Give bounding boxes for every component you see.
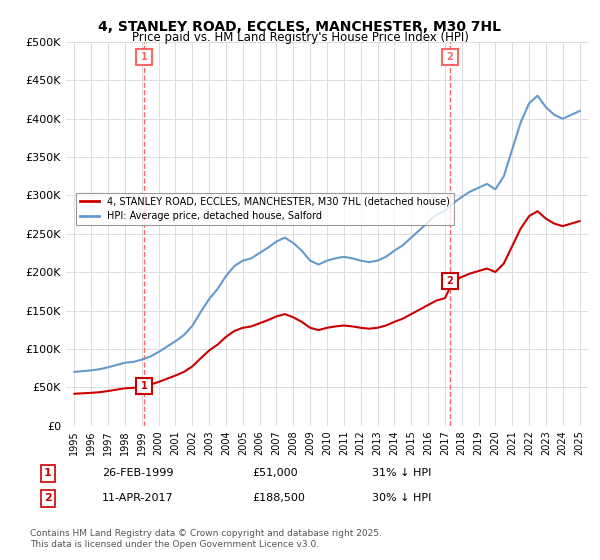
Text: 1: 1 — [44, 468, 52, 478]
Text: 2: 2 — [44, 493, 52, 503]
Text: 1: 1 — [141, 381, 148, 391]
Text: 30% ↓ HPI: 30% ↓ HPI — [372, 493, 431, 503]
Text: 31% ↓ HPI: 31% ↓ HPI — [372, 468, 431, 478]
Text: 1: 1 — [141, 52, 148, 62]
Text: 2: 2 — [446, 52, 453, 62]
Text: 26-FEB-1999: 26-FEB-1999 — [102, 468, 173, 478]
Text: Price paid vs. HM Land Registry's House Price Index (HPI): Price paid vs. HM Land Registry's House … — [131, 31, 469, 44]
Text: £188,500: £188,500 — [252, 493, 305, 503]
Legend: 4, STANLEY ROAD, ECCLES, MANCHESTER, M30 7HL (detached house), HPI: Average pric: 4, STANLEY ROAD, ECCLES, MANCHESTER, M30… — [76, 193, 454, 225]
Text: 11-APR-2017: 11-APR-2017 — [102, 493, 173, 503]
Text: 2: 2 — [446, 276, 453, 286]
Text: £51,000: £51,000 — [252, 468, 298, 478]
Text: 4, STANLEY ROAD, ECCLES, MANCHESTER, M30 7HL: 4, STANLEY ROAD, ECCLES, MANCHESTER, M30… — [98, 20, 502, 34]
Text: Contains HM Land Registry data © Crown copyright and database right 2025.
This d: Contains HM Land Registry data © Crown c… — [30, 529, 382, 549]
